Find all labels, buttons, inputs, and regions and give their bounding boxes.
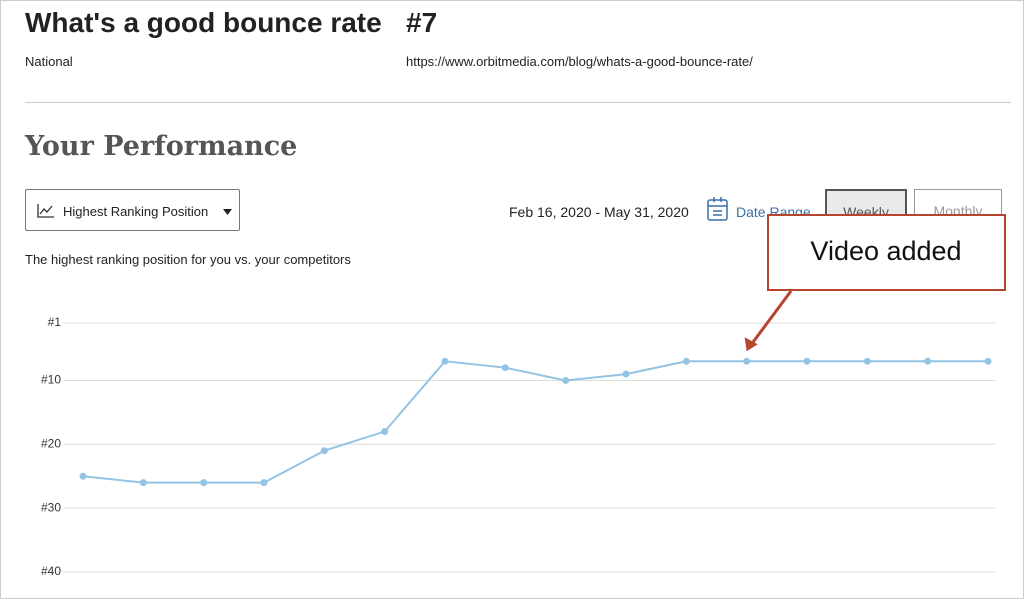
data-point	[381, 428, 389, 436]
annotation: Video added	[810, 236, 961, 266]
separator	[25, 102, 1011, 103]
callout-box	[767, 214, 1006, 291]
y-tick-label: #40	[41, 564, 61, 578]
callout-arrow	[749, 290, 793, 347]
section-title: Your Performance	[25, 131, 298, 162]
keyword-title: What's a good bounce rate	[25, 7, 382, 38]
data-point	[562, 376, 570, 384]
location: National	[25, 54, 73, 69]
data-point	[984, 357, 992, 365]
calendar-icon	[707, 197, 728, 221]
data-point	[743, 357, 751, 365]
y-tick-label: #30	[41, 500, 61, 514]
y-tick-label: #20	[41, 436, 61, 450]
data-point	[200, 479, 208, 487]
data-point	[863, 357, 871, 365]
data-point	[260, 479, 268, 487]
data-point	[501, 364, 509, 372]
rank: #7	[406, 7, 438, 38]
chart-subtitle: The highest ranking position for you vs.…	[25, 252, 351, 267]
y-tick-label: #1	[48, 315, 62, 329]
url: https://www.orbitmedia.com/blog/whats-a-…	[406, 54, 753, 69]
data-point	[320, 447, 328, 455]
data-point	[139, 479, 147, 487]
dropdown-label: Highest Ranking Position	[63, 204, 209, 219]
data-point	[924, 357, 932, 365]
chart-icon	[37, 204, 54, 218]
data-point	[803, 357, 811, 365]
metric-dropdown[interactable]	[25, 189, 240, 231]
data-point	[682, 357, 690, 365]
series-line	[82, 360, 988, 484]
data-point	[79, 472, 87, 480]
date-span: Feb 16, 2020 - May 31, 2020	[509, 204, 689, 220]
data-point	[622, 370, 630, 378]
data-point	[441, 357, 449, 365]
callout-arrowhead	[744, 337, 758, 352]
y-tick-label: #10	[41, 373, 61, 387]
caret	[223, 209, 232, 215]
